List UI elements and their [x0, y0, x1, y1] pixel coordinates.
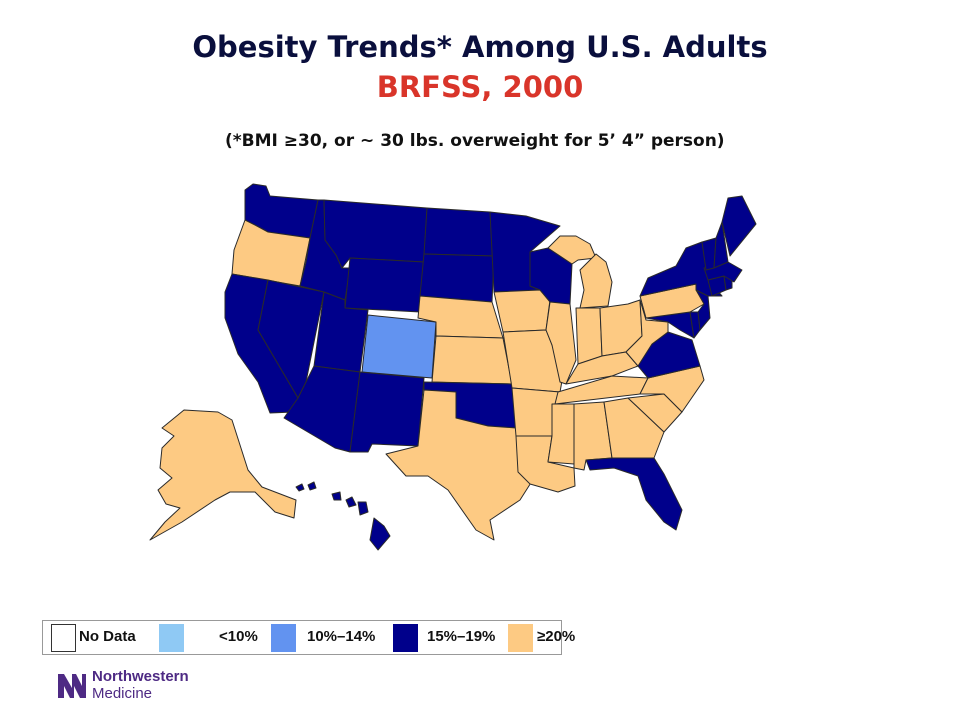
state-wv	[625, 299, 669, 367]
legend-swatch-ge20	[508, 624, 533, 652]
map-legend: No Data <10% 10%–14% 15%–19% ≥20%	[42, 620, 575, 655]
nm-logo-icon	[58, 674, 86, 698]
chart-title: Obesity Trends* Among U.S. Adults	[192, 30, 768, 64]
state-ak	[149, 409, 297, 541]
state-ms	[547, 403, 575, 465]
state-tx	[385, 389, 535, 541]
state-nh	[713, 221, 729, 269]
state-mt	[323, 199, 428, 269]
state-fl	[585, 457, 683, 531]
state-nd	[423, 207, 495, 257]
state-hi2	[307, 481, 317, 491]
state-co	[361, 314, 437, 379]
state-hi4	[345, 496, 357, 508]
legend-label-nodata: No Data	[79, 628, 136, 645]
state-il	[545, 301, 577, 385]
legend-swatch-nodata	[51, 624, 76, 652]
legend-swatch-15-19	[393, 624, 418, 652]
state-hi1	[295, 483, 305, 492]
legend-swatch-lt10	[159, 624, 184, 652]
state-ks	[431, 335, 513, 385]
state-ga	[603, 397, 665, 459]
state-hi6	[369, 517, 391, 551]
state-sd	[419, 253, 495, 303]
legend-label-ge20: ≥20%	[537, 628, 576, 645]
state-nm	[349, 371, 425, 453]
state-hi5	[357, 501, 369, 516]
bmi-footnote: (*BMI ≥30, or ~ 30 lbs. overweight for 5…	[225, 131, 725, 151]
legend-label-10-14: 10%–14%	[307, 628, 376, 645]
legend-label-lt10: <10%	[219, 628, 258, 645]
chart-subtitle: BRFSS, 2000	[376, 70, 584, 104]
legend-label-15-19: 15%–19%	[427, 628, 496, 645]
state-mi	[579, 253, 613, 309]
state-wy	[344, 257, 425, 313]
state-or	[231, 219, 311, 287]
legend-swatch-10-14	[271, 624, 296, 652]
logo-line1: Northwestern	[92, 668, 189, 685]
state-mi_up	[547, 235, 597, 265]
state-in	[575, 307, 603, 365]
logo-line2: Medicine	[92, 685, 153, 702]
state-me	[721, 195, 757, 257]
state-hi3	[331, 491, 342, 501]
state-ia	[493, 289, 551, 333]
